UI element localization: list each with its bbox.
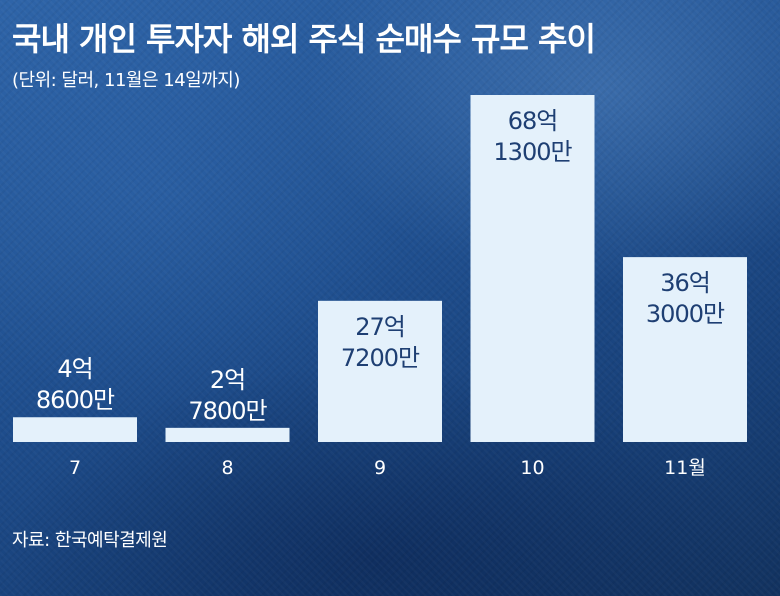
data-label: 36억 — [660, 269, 710, 297]
x-tick-label: 10 — [520, 457, 544, 479]
x-tick-label: 7 — [69, 457, 81, 479]
x-tick-label: 8 — [221, 457, 233, 479]
data-label: 3000만 — [646, 300, 725, 328]
bar-8 — [165, 427, 290, 442]
data-label: 4억 — [57, 355, 92, 383]
unit-note: (단위: 달러, 11월은 14일까지) — [12, 70, 240, 91]
x-tick-label: 9 — [374, 457, 386, 479]
data-label: 27억 — [355, 313, 405, 341]
bar-10 — [470, 95, 595, 442]
bar-7 — [13, 417, 137, 442]
source-note: 자료: 한국예탁결제원 — [12, 530, 168, 551]
data-label: 7800만 — [188, 397, 267, 425]
x-tick-label: 11월 — [664, 457, 706, 479]
data-label: 8600만 — [36, 386, 115, 414]
data-label: 7200만 — [341, 344, 420, 372]
bar-9 — [318, 300, 442, 442]
data-label: 2억 — [210, 366, 245, 394]
data-label: 68억 — [508, 107, 558, 135]
data-label: 1300만 — [493, 138, 572, 166]
chart-title: 국내 개인 투자자 해외 주식 순매수 규모 추이 — [12, 20, 596, 58]
bar-11월 — [623, 257, 747, 442]
